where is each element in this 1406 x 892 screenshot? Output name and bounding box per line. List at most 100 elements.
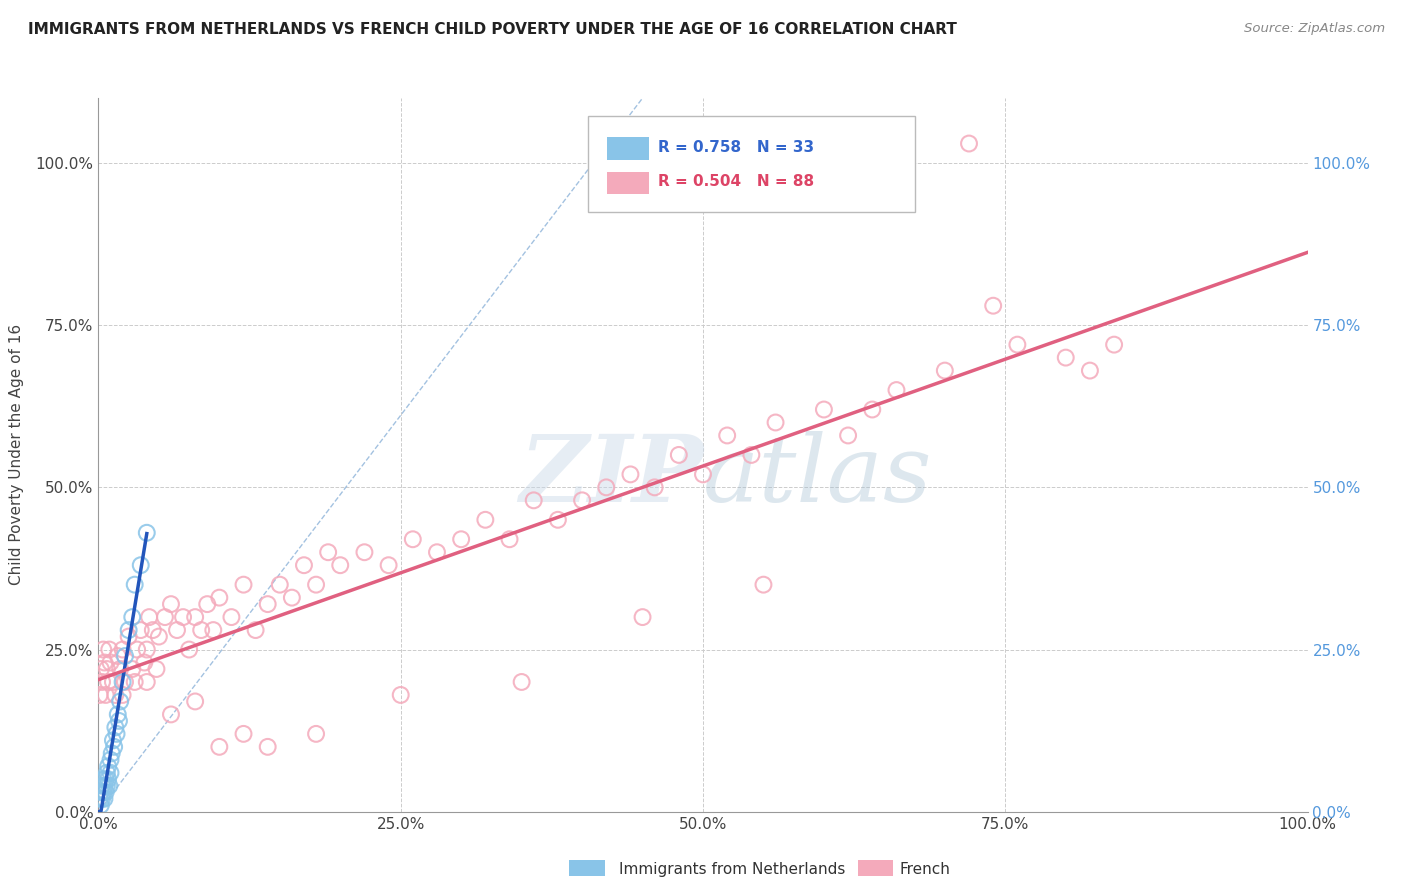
Point [121, 610, 143, 624]
Point [124, 577, 146, 591]
Point [91, 675, 114, 690]
Point [111, 688, 134, 702]
Point [547, 513, 569, 527]
Point [208, 739, 231, 754]
Point [752, 577, 775, 591]
Point [108, 662, 131, 676]
Point [91, 772, 114, 787]
Point [135, 675, 157, 690]
Point [160, 597, 183, 611]
Point [93, 791, 115, 805]
Point [595, 480, 617, 494]
Point [1054, 351, 1077, 365]
Point [98, 779, 121, 793]
Point [957, 136, 980, 151]
Point [127, 642, 149, 657]
Text: IMMIGRANTS FROM NETHERLANDS VS FRENCH CHILD POVERTY UNDER THE AGE OF 16 CORRELAT: IMMIGRANTS FROM NETHERLANDS VS FRENCH CH… [28, 22, 957, 37]
Point [389, 688, 412, 702]
Point [692, 467, 714, 482]
Text: R = 0.504   N = 88: R = 0.504 N = 88 [658, 174, 814, 189]
Point [104, 720, 127, 734]
Point [813, 402, 835, 417]
Point [305, 577, 328, 591]
Point [765, 416, 787, 430]
Text: French: French [900, 863, 950, 877]
Point [124, 675, 146, 690]
Point [96, 765, 118, 780]
Point [96, 662, 118, 676]
Point [510, 675, 533, 690]
Point [426, 545, 449, 559]
Point [148, 630, 170, 644]
Y-axis label: Child Poverty Under the Age of 16: Child Poverty Under the Age of 16 [10, 325, 24, 585]
Point [142, 623, 165, 637]
Point [221, 610, 243, 624]
Point [934, 363, 956, 377]
Point [90, 798, 112, 813]
Point [1078, 363, 1101, 377]
Point [232, 577, 254, 591]
Point [269, 577, 291, 591]
Text: R = 0.758   N = 33: R = 0.758 N = 33 [658, 140, 814, 155]
Point [98, 642, 121, 657]
Point [90, 662, 112, 676]
Point [107, 707, 129, 722]
FancyBboxPatch shape [607, 137, 648, 161]
Point [101, 675, 124, 690]
Point [523, 493, 546, 508]
Point [108, 694, 131, 708]
Point [118, 630, 141, 644]
Point [886, 383, 908, 397]
Point [195, 597, 218, 611]
Point [316, 545, 339, 559]
Point [104, 688, 127, 702]
Text: Source: ZipAtlas.com: Source: ZipAtlas.com [1244, 22, 1385, 36]
Text: Immigrants from Netherlands: Immigrants from Netherlands [619, 863, 845, 877]
Point [107, 648, 129, 663]
Point [353, 545, 375, 559]
Point [97, 675, 120, 690]
Point [256, 597, 278, 611]
Point [93, 779, 115, 793]
FancyBboxPatch shape [607, 171, 648, 194]
Point [101, 733, 124, 747]
Point [631, 610, 654, 624]
Point [89, 791, 111, 805]
Point [94, 688, 117, 702]
Point [190, 623, 212, 637]
Point [100, 747, 122, 761]
Point [292, 558, 315, 573]
Point [668, 448, 690, 462]
Point [100, 765, 122, 780]
Point [129, 558, 152, 573]
Point [860, 402, 883, 417]
Point [103, 739, 125, 754]
Point [135, 642, 157, 657]
Point [96, 779, 118, 793]
Point [134, 656, 156, 670]
Point [474, 513, 496, 527]
Point [97, 772, 120, 787]
Point [100, 753, 122, 767]
Point [498, 533, 520, 547]
Point [100, 656, 122, 670]
Point [114, 675, 136, 690]
Point [184, 610, 207, 624]
Point [184, 694, 207, 708]
Point [716, 428, 738, 442]
Bar [858, 860, 893, 876]
Point [256, 739, 278, 754]
Point [232, 727, 254, 741]
Point [179, 642, 201, 657]
Point [97, 759, 120, 773]
Bar [569, 860, 605, 876]
Text: ZIP: ZIP [519, 432, 703, 521]
Point [91, 642, 114, 657]
Point [90, 785, 112, 799]
Point [138, 610, 160, 624]
Point [1102, 337, 1125, 351]
Point [160, 707, 183, 722]
Point [172, 610, 194, 624]
Point [91, 779, 114, 793]
Point [1007, 337, 1029, 351]
